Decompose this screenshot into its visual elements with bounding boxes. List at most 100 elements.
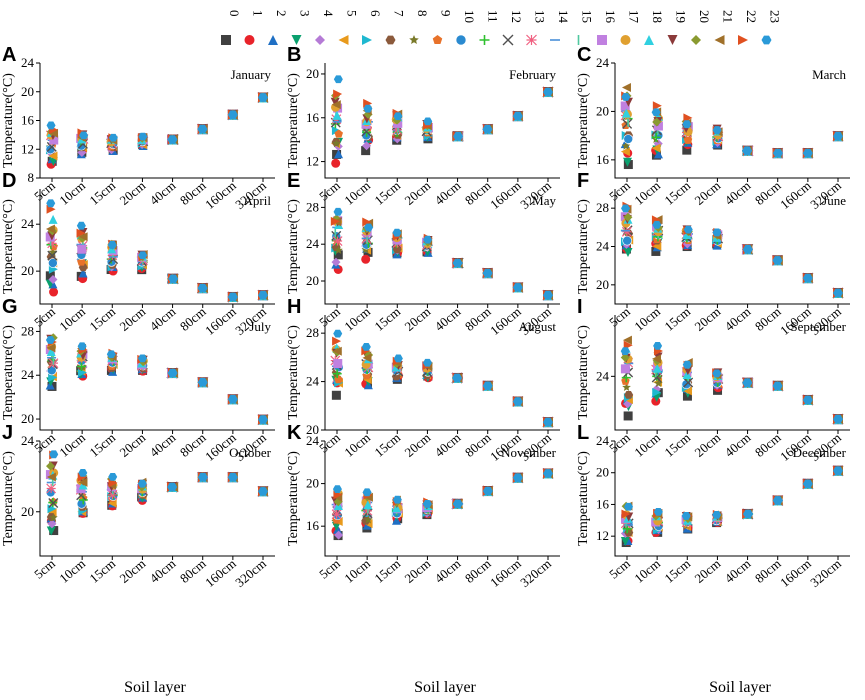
legend-marker — [338, 35, 349, 45]
y-tick-label: 20 — [306, 476, 319, 491]
data-point — [621, 93, 631, 101]
x-tick-label: 40cm — [432, 304, 464, 334]
data-point — [78, 477, 88, 487]
data-point — [168, 274, 179, 284]
data-point — [652, 117, 662, 127]
data-point — [167, 482, 178, 492]
data-point — [107, 489, 118, 500]
data-point — [48, 498, 59, 509]
x-tick-label: 5cm — [606, 304, 633, 330]
data-point — [76, 228, 86, 238]
y-tick-label: 24 — [306, 433, 320, 448]
panel-I: 245cm10cm15cm20cm40cm80cm160cm320cmTempe… — [576, 296, 850, 464]
data-point — [482, 486, 493, 496]
y-tick-label: 24 — [596, 433, 610, 448]
y-tick-label: 20 — [21, 84, 34, 99]
data-point — [361, 254, 371, 264]
x-tick-label: 15cm — [86, 430, 118, 460]
y-tick-label: 8 — [28, 170, 35, 185]
data-point — [620, 147, 630, 157]
data-point — [47, 238, 58, 249]
data-point — [137, 479, 147, 488]
data-point — [332, 139, 341, 148]
data-point — [77, 257, 86, 266]
data-point — [623, 411, 633, 421]
panel-letter: J — [2, 422, 13, 444]
legend-label: 2 — [274, 10, 289, 17]
data-point — [106, 350, 116, 359]
data-point — [543, 469, 553, 478]
month-title: September — [790, 319, 846, 334]
data-point — [652, 220, 662, 229]
x-tick-label: 10cm — [341, 430, 373, 460]
x-tick-label: 10cm — [341, 304, 373, 334]
data-point — [258, 487, 268, 496]
data-point — [620, 101, 630, 111]
y-tick-label: 20 — [596, 465, 609, 480]
x-tick-label: 15cm — [371, 304, 403, 334]
month-title: December — [793, 445, 847, 460]
x-tick-label: 40cm — [722, 178, 754, 208]
data-point — [682, 145, 692, 155]
data-point — [46, 199, 56, 208]
panel-D: 20245cm10cm15cm20cm40cm80cm160cm320cmTem… — [1, 170, 275, 338]
panel-letter: E — [287, 170, 300, 192]
y-tick-label: 16 — [596, 496, 610, 511]
month-title: June — [822, 193, 846, 208]
data-point — [393, 112, 403, 121]
x-tick-label: 10cm — [56, 430, 88, 460]
legend-marker — [291, 35, 302, 45]
x-tick-label: 15cm — [371, 430, 403, 460]
legend-marker — [315, 35, 325, 45]
data-point — [772, 496, 783, 505]
x-tick-label: 20cm — [117, 178, 149, 208]
data-point — [624, 390, 634, 399]
legend-label: 6 — [368, 10, 383, 17]
month-title: April — [244, 193, 272, 208]
data-point — [772, 148, 783, 158]
x-tick-label: 5cm — [316, 304, 343, 330]
y-axis-label: Temperature(°C) — [576, 199, 591, 294]
legend: 0 1 2 3 4 5 6 7 8 9 10 11 12 13 14 15 16 17 18 19 20 21 22 23 — [221, 10, 783, 46]
y-tick-label: 20 — [306, 66, 319, 81]
data-point — [331, 509, 342, 520]
legend-marker — [221, 35, 231, 45]
y-tick-label: 24 — [596, 239, 610, 254]
data-point — [45, 271, 55, 281]
data-point — [651, 372, 662, 383]
legend-marker — [597, 35, 607, 45]
x-tick-label: 20cm — [692, 556, 724, 586]
data-point — [482, 268, 493, 278]
x-tick-label: 40cm — [722, 304, 754, 334]
legend-marker — [455, 34, 467, 46]
y-tick-label: 24 — [21, 216, 35, 231]
data-point — [422, 358, 432, 367]
y-tick-label: 28 — [306, 199, 319, 214]
data-point — [543, 87, 553, 97]
data-point — [46, 347, 56, 357]
data-point — [742, 146, 753, 156]
data-point — [138, 132, 148, 141]
x-tick-label: 15cm — [661, 430, 693, 460]
data-point — [452, 258, 463, 268]
data-point — [78, 268, 88, 278]
data-point — [331, 158, 341, 168]
y-tick-label: 16 — [306, 110, 320, 125]
panel-letter: H — [287, 296, 301, 318]
data-point — [772, 256, 783, 265]
data-point — [46, 461, 56, 471]
x-tick-label: 40cm — [722, 430, 754, 460]
y-tick-label: 16 — [306, 518, 320, 533]
y-axis-label: Temperature(°C) — [576, 451, 591, 546]
data-point — [227, 292, 238, 302]
data-point — [361, 146, 371, 156]
data-point — [683, 113, 693, 123]
legend-label: 12 — [509, 10, 524, 23]
data-point — [623, 134, 634, 144]
x-tick-label: 10cm — [56, 304, 88, 334]
x-tick-label: 15cm — [371, 556, 403, 586]
y-tick-label: 24 — [306, 236, 320, 251]
legend-marker — [385, 35, 396, 45]
data-point — [79, 131, 89, 140]
data-point — [362, 217, 372, 227]
